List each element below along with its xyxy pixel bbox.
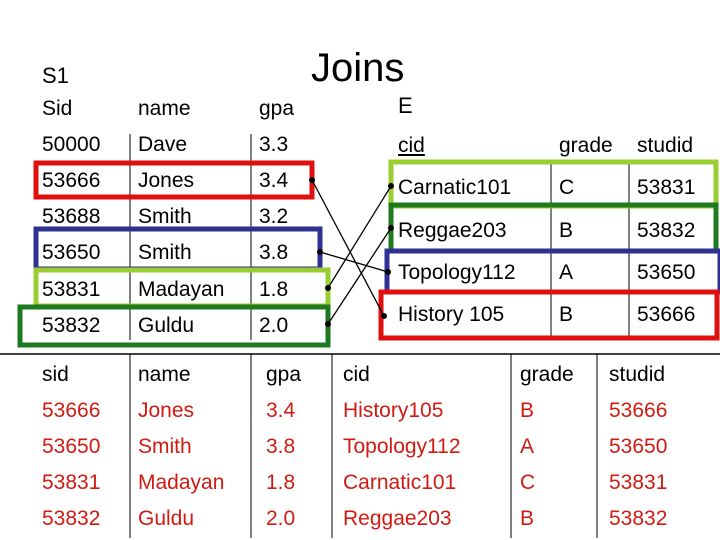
s1-cell-name: Dave: [138, 133, 188, 156]
s1-header-gpa: gpa: [259, 97, 295, 120]
result-cell-sid: 53666: [42, 399, 101, 422]
s1-cell-sid: 53688: [42, 205, 101, 228]
e-cell-cid: Reggae203: [398, 219, 507, 242]
e-cell-grade: C: [559, 176, 575, 199]
e-cell-studid: 53666: [637, 303, 696, 326]
join-connector: [319, 251, 389, 273]
connector-dot: [388, 183, 394, 189]
s1-cell-sid: 53831: [42, 278, 101, 301]
s1-cell-sid: 53832: [42, 314, 101, 337]
e-cell-cid: Carnatic101: [398, 176, 512, 199]
connector-dot: [309, 177, 315, 183]
connector-dot: [325, 285, 331, 291]
e-cell-grade: B: [559, 303, 574, 326]
result-cell-studid: 53666: [609, 399, 668, 422]
s1-cell-gpa: 2.0: [259, 314, 289, 337]
result-cell-grade: A: [520, 435, 535, 458]
result-cell-name: Madayan: [138, 471, 225, 494]
result-cell-sid: 53831: [42, 471, 101, 494]
s1-table-label: S1: [42, 63, 69, 88]
result-cell-studid: 53832: [609, 507, 668, 530]
result-cell-grade: C: [520, 471, 536, 494]
result-header-gpa: gpa: [266, 363, 302, 386]
e-cell-cid: History 105: [398, 303, 505, 326]
s1-cell-gpa: 3.8: [259, 241, 289, 264]
e-table-label: E: [398, 93, 413, 118]
result-header-sid: sid: [42, 363, 69, 386]
e-cell-grade: A: [559, 261, 574, 284]
e-cell-studid: 53650: [637, 261, 696, 284]
s1-cell-name: Madayan: [138, 278, 225, 301]
connector-dot: [385, 269, 391, 275]
connector-dot: [317, 249, 323, 255]
highlight-box-lime-s1: [33, 267, 331, 309]
connector-dot: [325, 321, 331, 327]
s1-header-name: name: [138, 97, 191, 120]
s1-cell-name: Smith: [138, 241, 192, 264]
highlight-box-blue-s1: [33, 226, 323, 272]
result-cell-name: Smith: [138, 435, 192, 458]
result-cell-name: Guldu: [138, 507, 195, 530]
highlight-box-blue-e: [384, 248, 720, 295]
s1-cell-gpa: 3.4: [259, 169, 289, 192]
result-cell-cid: Carnatic101: [343, 471, 457, 494]
s1-cell-gpa: 3.3: [259, 133, 289, 156]
result-header-grade: grade: [520, 363, 574, 386]
s1-cell-name: Smith: [138, 205, 192, 228]
e-cell-grade: B: [559, 219, 574, 242]
e-header-studid: studid: [637, 134, 694, 157]
connector-dot: [381, 313, 387, 319]
result-cell-cid: Reggae203: [343, 507, 452, 530]
e-cell-studid: 53832: [637, 219, 696, 242]
highlight-box-green-e: [388, 202, 719, 254]
result-cell-gpa: 3.4: [266, 399, 296, 422]
result-cell-studid: 53650: [609, 435, 668, 458]
result-cell-gpa: 1.8: [266, 471, 296, 494]
result-cell-cid: History105: [343, 399, 444, 422]
e-cell-studid: 53831: [637, 176, 696, 199]
highlight-box-red-s1: [33, 160, 315, 200]
join-connector: [327, 227, 392, 325]
join-connector: [311, 179, 385, 317]
s1-cell-name: Guldu: [138, 314, 195, 337]
result-header-cid: cid: [343, 363, 370, 386]
s1-cell-sid: 53650: [42, 241, 101, 264]
result-cell-name: Jones: [138, 399, 195, 422]
connector-dot: [388, 225, 394, 231]
highlight-box-green-s1: [17, 304, 331, 348]
join-connector: [327, 185, 392, 289]
e-cell-cid: Topology112: [398, 261, 516, 284]
page-title: Joins: [311, 46, 405, 90]
result-cell-sid: 53650: [42, 435, 101, 458]
highlight-box-lime-e: [388, 159, 719, 209]
result-cell-grade: B: [520, 507, 535, 530]
s1-cell-name: Jones: [138, 169, 195, 192]
e-header-grade: grade: [559, 134, 613, 157]
s1-cell-sid: 53666: [42, 169, 101, 192]
result-cell-studid: 53831: [609, 471, 668, 494]
s1-header-sid: Sid: [42, 97, 73, 120]
result-cell-grade: B: [520, 399, 535, 422]
highlight-box-red-e: [378, 289, 720, 341]
result-header-studid: studid: [609, 363, 666, 386]
result-cell-gpa: 2.0: [266, 507, 296, 530]
result-header-name: name: [138, 363, 191, 386]
s1-cell-sid: 50000: [42, 133, 101, 156]
result-cell-cid: Topology112: [343, 435, 461, 458]
e-header-cid: cid: [398, 134, 425, 157]
s1-cell-gpa: 1.8: [259, 278, 289, 301]
result-cell-gpa: 3.8: [266, 435, 296, 458]
s1-cell-gpa: 3.2: [259, 205, 289, 228]
result-cell-sid: 53832: [42, 507, 101, 530]
